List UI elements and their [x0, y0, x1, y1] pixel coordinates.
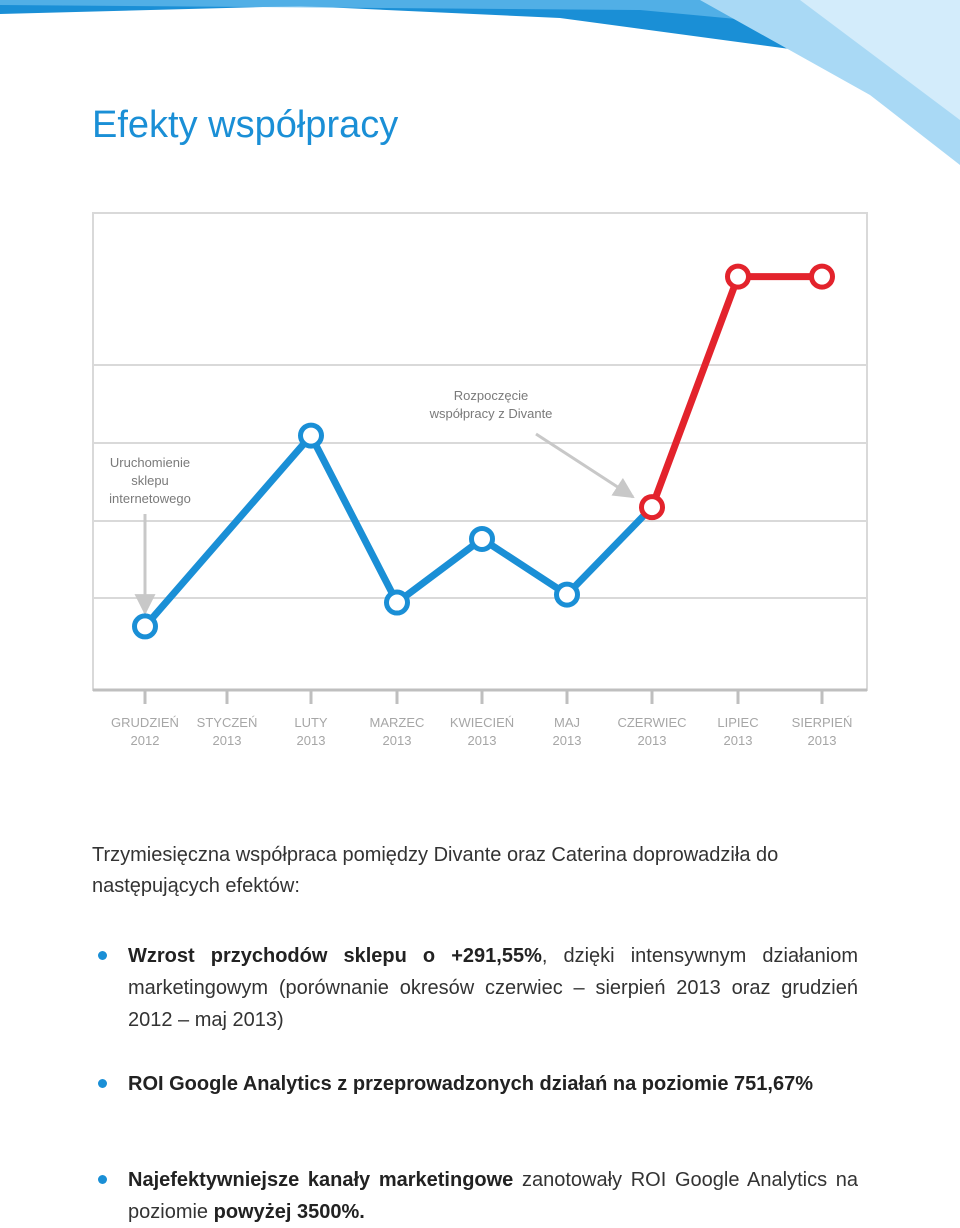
x-tick-label-line: 2013 — [553, 733, 582, 748]
x-tick-label: GRUDZIEŃ 2012 — [111, 715, 179, 748]
annotation-arrow — [535, 432, 635, 499]
data-point — [298, 422, 324, 449]
annotation-label: Uruchomienie sklepu internetowego — [109, 455, 191, 506]
bullet-text: , dzięki intensywnym działaniom marketin… — [128, 945, 858, 1031]
data-point — [639, 494, 665, 521]
x-tick-label-line: LUTY — [294, 715, 328, 730]
data-point — [384, 589, 410, 616]
series-line — [648, 273, 826, 511]
x-tick-label: LIPIEC 2013 — [717, 715, 758, 748]
x-tick-label-line: 2013 — [297, 733, 326, 748]
data-point — [469, 525, 495, 552]
corner-decoration — [0, 0, 960, 165]
x-tick-label-line: 2013 — [213, 733, 242, 748]
bullet-text: zanotowały ROI Google Analytics na pozio… — [128, 1169, 858, 1223]
x-tick-label-line: STYCZEŃ — [197, 715, 258, 730]
annotation-line: internetowego — [109, 491, 191, 506]
x-tick-label-line: 2013 — [808, 733, 837, 748]
bullet-bold-text: powyżej 3500%. — [213, 1201, 365, 1223]
x-tick-label: LUTY 2013 — [294, 715, 328, 748]
x-tick-label: KWIECIEŃ 2013 — [450, 715, 514, 748]
x-tick-label-line: MARZEC — [370, 715, 425, 730]
x-tick-label: MAJ 2013 — [553, 715, 582, 748]
series-line — [141, 432, 656, 630]
annotation-line: współpracy z Divante — [429, 406, 553, 421]
x-tick-label: STYCZEŃ 2013 — [197, 715, 258, 748]
x-tick-label-line: 2012 — [131, 733, 160, 748]
result-bullet-channels: Najefektywniejsze kanały marketingowe za… — [98, 1164, 858, 1228]
x-tick-label: CZERWIEC 2013 — [617, 715, 686, 748]
x-tick-label: MARZEC 2013 — [370, 715, 425, 748]
x-tick-label: SIERPIEŃ 2013 — [792, 715, 853, 748]
result-bullet-roi: ROI Google Analytics z przeprowadzonych … — [98, 1068, 858, 1100]
bullet-dot — [98, 1175, 107, 1184]
bullet-bold-text: ROI Google Analytics z przeprowadzonych … — [128, 1073, 813, 1095]
x-tick-label-line: LIPIEC — [717, 715, 758, 730]
bullet-dot — [98, 951, 107, 960]
page-title: Efekty współpracy — [92, 104, 399, 146]
x-tick-label-line: SIERPIEŃ — [792, 715, 853, 730]
x-tick-label-line: 2013 — [638, 733, 667, 748]
line-chart: Uruchomienie sklepu internetowego Rozpoczęc… — [92, 212, 868, 748]
intro-paragraph: Trzymiesięczna współpraca pomiędzy Divan… — [92, 844, 779, 897]
bullet-bold-text: Najefektywniejsze kanały marketingowe — [128, 1169, 514, 1191]
data-point — [132, 613, 158, 640]
x-tick-label-line: KWIECIEŃ — [450, 715, 514, 730]
plot-border — [92, 212, 868, 691]
x-tick-label-line: MAJ — [554, 715, 580, 730]
bullet-bold-text: Wzrost przychodów sklepu o +291,55% — [128, 945, 542, 967]
x-tick-label-line: 2013 — [468, 733, 497, 748]
x-tick-label-line: GRUDZIEŃ — [111, 715, 179, 730]
annotation-line: Rozpoczęcie — [454, 388, 528, 403]
annotation-line: sklepu — [131, 473, 169, 488]
bullet-dot — [98, 1079, 107, 1088]
x-tick-label-line: 2013 — [383, 733, 412, 748]
x-tick-label-line: CZERWIEC — [617, 715, 686, 730]
x-tick-label-line: 2013 — [724, 733, 753, 748]
annotation-line: Uruchomienie — [110, 455, 190, 470]
data-point — [725, 263, 751, 290]
result-bullet-revenue: Wzrost przychodów sklepu o +291,55%, dzi… — [98, 940, 858, 1036]
data-point — [554, 581, 580, 608]
data-point — [809, 263, 835, 290]
annotation-label: Rozpoczęcie współpracy z Divante — [429, 388, 553, 421]
